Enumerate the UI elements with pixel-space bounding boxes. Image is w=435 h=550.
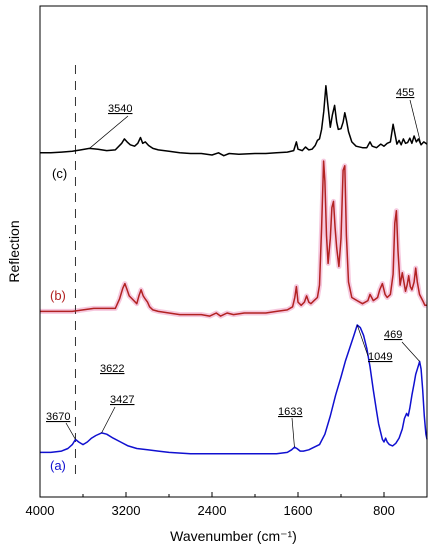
annotation-leader-469 bbox=[401, 341, 420, 362]
series-label-2: (a) bbox=[50, 458, 66, 473]
x-tick-label-3200: 3200 bbox=[112, 503, 141, 518]
annotation-leader-3540 bbox=[89, 115, 129, 149]
annotation-leader-1049 bbox=[356, 324, 369, 357]
annotation-label-455: 455 bbox=[396, 87, 414, 99]
y-axis-title: Reflection bbox=[6, 220, 22, 282]
x-tick-label-1600: 1600 bbox=[284, 503, 313, 518]
x-tick-label-2400: 2400 bbox=[198, 503, 227, 518]
series-layer bbox=[40, 84, 428, 455]
x-tick-label-800: 800 bbox=[373, 503, 395, 518]
series-label-1: (b) bbox=[50, 288, 66, 303]
annotation-leader-3427 bbox=[101, 406, 116, 434]
series-label-0: (c) bbox=[52, 166, 67, 181]
annotation-leader-3670 bbox=[65, 422, 76, 440]
annotation-layer: (c) (b) (a) 3540 455 3622 3670 3427 1633 1049 469 bbox=[46, 87, 422, 473]
annotation-label-3622: 3622 bbox=[100, 363, 124, 375]
annotation-label-1049: 1049 bbox=[368, 351, 392, 363]
annotation-label-3427: 3427 bbox=[110, 394, 134, 406]
annotation-label-3670: 3670 bbox=[46, 411, 70, 423]
x-axis-ticks: 4000 3200 2400 1600 800 bbox=[26, 492, 395, 518]
annotation-leader-455 bbox=[409, 99, 422, 145]
series-line-0 bbox=[40, 84, 428, 157]
x-axis-title: Wavenumber (cm⁻¹) bbox=[170, 528, 297, 544]
annotation-leader-1633 bbox=[291, 417, 295, 448]
series-line-2 bbox=[40, 324, 428, 455]
x-tick-label-4000: 4000 bbox=[26, 503, 55, 518]
annotation-label-3540: 3540 bbox=[108, 103, 132, 115]
annotation-label-1633: 1633 bbox=[278, 406, 302, 418]
series-line-1 bbox=[40, 160, 427, 317]
plot-frame bbox=[39, 5, 428, 498]
annotation-label-469: 469 bbox=[384, 329, 402, 341]
